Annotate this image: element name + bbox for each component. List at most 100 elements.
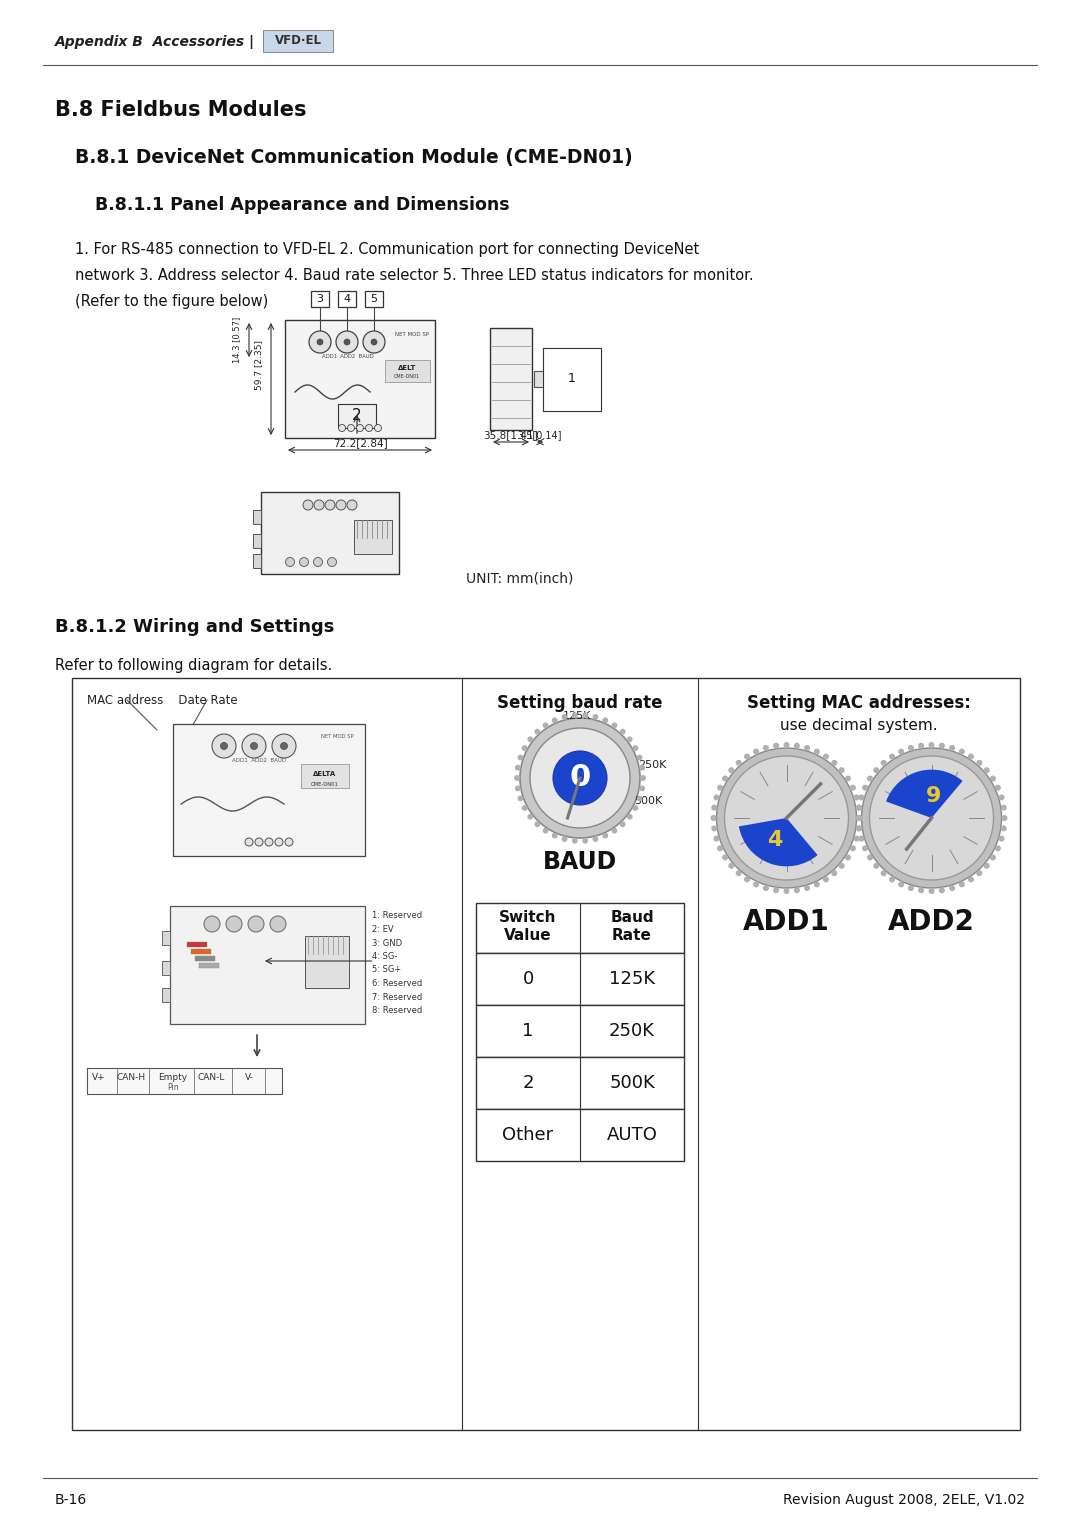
Circle shape [275,838,283,845]
Text: 14.3 [0.57]: 14.3 [0.57] [232,318,242,364]
Circle shape [729,769,733,773]
Text: 4: 4 [343,295,351,304]
Text: 8: Reserved: 8: Reserved [373,1006,422,1016]
Bar [354,520,392,554]
Text: 2: EV: 2: EV [373,925,394,934]
Bar [311,291,329,307]
Circle shape [553,718,557,723]
Bar [199,963,219,968]
Circle shape [220,742,228,750]
Circle shape [784,888,788,893]
Circle shape [338,425,346,431]
Circle shape [313,557,323,566]
Circle shape [265,838,273,845]
Circle shape [919,744,923,749]
Text: CAN-H: CAN-H [117,1072,146,1081]
Circle shape [572,839,577,844]
Circle shape [1001,827,1007,831]
Circle shape [990,776,995,781]
Circle shape [839,864,843,868]
Circle shape [854,795,859,799]
Text: UNIT: mm(inch): UNIT: mm(inch) [467,571,573,584]
Text: Setting baud rate: Setting baud rate [497,693,663,712]
Circle shape [523,805,527,810]
Text: 500K: 500K [634,796,662,805]
Bar [285,321,435,439]
Text: NET MOD SP: NET MOD SP [321,733,353,738]
Text: 1: Reserved: 1: Reserved [373,911,422,920]
Circle shape [940,888,944,893]
Circle shape [583,839,588,844]
Text: AUTO: AUTO [607,1126,658,1144]
Text: B.8.1.2 Wiring and Settings: B.8.1.2 Wiring and Settings [55,618,335,637]
Wedge shape [886,770,962,818]
Circle shape [890,755,894,759]
Text: 5: 5 [370,295,378,304]
Text: Other: Other [502,1126,554,1144]
Circle shape [725,756,849,881]
Text: ADD1  ADD2  BAUD: ADD1 ADD2 BAUD [232,758,286,762]
Text: V+: V+ [92,1072,106,1081]
Circle shape [858,816,862,821]
Circle shape [523,746,527,750]
Text: 57.3 [2.26]: 57.3 [2.26] [557,354,567,403]
Circle shape [712,805,716,810]
Text: 250K: 250K [609,1022,654,1040]
Bar [187,942,207,946]
Text: Empty: Empty [159,1072,188,1081]
Circle shape [851,785,855,790]
Circle shape [949,885,955,890]
Circle shape [1001,805,1007,810]
Circle shape [543,828,548,833]
Circle shape [929,888,934,893]
Circle shape [553,833,557,838]
Circle shape [372,339,377,345]
Circle shape [285,838,293,845]
Circle shape [745,755,750,759]
Circle shape [325,500,335,509]
Circle shape [640,776,645,781]
Circle shape [737,871,741,876]
Circle shape [336,331,357,353]
Text: 0: 0 [523,969,534,988]
Bar [476,1109,684,1161]
Circle shape [908,746,914,750]
Bar [384,360,430,382]
Circle shape [318,339,323,345]
Circle shape [309,331,330,353]
Circle shape [899,882,904,887]
Text: 125K: 125K [564,710,592,721]
Bar [338,403,376,428]
Circle shape [868,854,873,859]
Bar [261,492,399,574]
Circle shape [633,805,637,810]
Text: V-: V- [244,1072,254,1081]
Circle shape [824,877,828,882]
Circle shape [226,916,242,933]
Circle shape [856,805,861,810]
Circle shape [528,738,532,741]
Circle shape [519,718,640,838]
Circle shape [795,888,799,893]
Circle shape [723,776,728,781]
Text: Pin: Pin [167,1083,179,1092]
Circle shape [846,776,850,781]
Circle shape [718,785,723,790]
Circle shape [984,864,989,868]
Circle shape [712,816,716,821]
Circle shape [969,755,973,759]
Bar [195,956,215,960]
Circle shape [640,785,645,790]
Circle shape [919,888,923,893]
Circle shape [851,847,855,851]
Circle shape [612,723,617,727]
Bar [162,931,170,945]
Circle shape [723,854,728,859]
Bar [162,960,170,976]
Circle shape [856,816,861,821]
Bar [476,1005,684,1057]
Text: 59.7 [2.35]: 59.7 [2.35] [255,341,264,390]
Circle shape [212,733,237,758]
Text: CME-DN01: CME-DN01 [311,781,339,787]
Text: B.8.1 DeviceNet Communication Module (CME-DN01): B.8.1 DeviceNet Communication Module (CM… [75,147,633,167]
